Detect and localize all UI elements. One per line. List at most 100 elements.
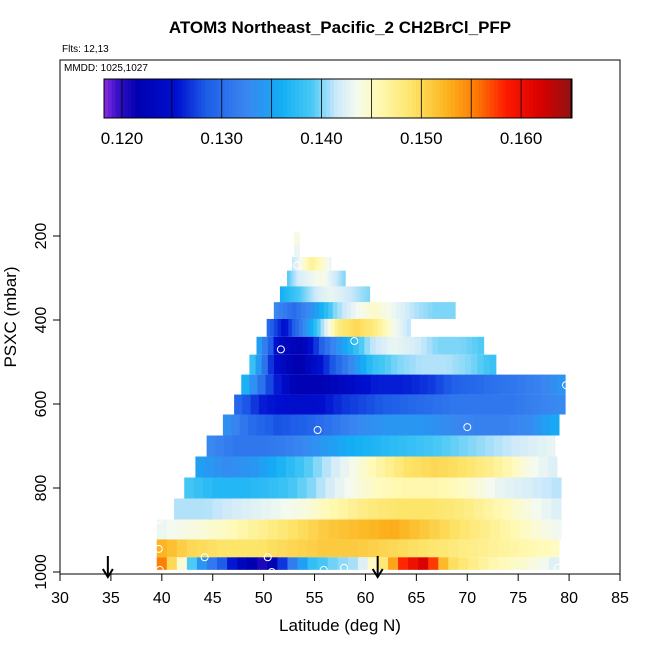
heatmap-cell [511,435,521,457]
heatmap-cell [337,539,349,558]
heatmap-cell [416,414,426,436]
colorbar-swatch [509,79,514,118]
heatmap-cell [396,498,407,520]
x-tick-label: 70 [458,590,476,607]
heatmap-cell [357,557,369,570]
colorbar-swatch [111,79,117,118]
heatmap-cell [305,374,315,395]
heatmap-cell [458,557,470,570]
heatmap-cell [477,354,485,375]
heatmap-cell [363,435,373,457]
heatmap-cell [330,374,339,395]
heatmap-cell [372,354,380,375]
heatmap-cell [347,539,359,558]
heatmap-cell [299,498,311,520]
heatmap-cell [324,270,327,287]
heatmap-cell [323,270,326,287]
plot-frame [59,59,621,575]
heatmap-cell [156,557,168,570]
heatmap-cell [347,286,350,303]
heatmap-cell [416,394,425,415]
heatmap-cell [196,557,208,570]
colorbar-swatch [189,79,195,118]
heatmap-cell [337,302,343,319]
heatmap-cell [257,557,268,570]
heatmap-cell [520,435,530,457]
heatmap-cell [308,394,318,415]
heatmap-cell [367,557,379,570]
heatmap-cell [382,477,393,499]
heatmap-cell [297,270,300,287]
heatmap-cell [270,498,282,520]
sample-point [313,426,322,434]
heatmap-cell [302,318,307,337]
heatmap-cell [491,414,501,436]
colorbar-swatch [135,79,140,118]
colorbar-swatch [548,79,553,118]
heatmap-cell [455,336,462,355]
heatmap-cell [358,286,362,303]
heatmap-band-420 [266,318,411,337]
heatmap-cell [550,519,562,540]
heatmap-cell [403,456,413,478]
heatmap-cell [332,414,342,436]
heatmap-cell [459,435,469,457]
colorbar-swatch [416,79,421,118]
heatmap-cell [357,498,369,520]
colorbar-swatch [365,79,370,118]
colorbar-swatch [380,79,386,118]
heatmap-cell [338,318,343,337]
heatmap-cell [268,477,279,499]
heatmap-cell [305,257,308,271]
heatmap-cell [354,374,364,395]
heatmap-cell [281,318,286,337]
heatmap-cell [313,318,318,337]
heatmap-cell [520,519,532,540]
heatmap-cell [374,318,379,337]
heatmap-cell [525,414,535,436]
heatmap-cell [334,477,345,499]
heatmap-cell [240,456,251,478]
heatmap-cell [485,477,496,499]
colorbar-swatch [505,79,511,118]
heatmap-cell [247,557,258,570]
heatmap-cell [353,477,364,499]
heatmap-cell [207,519,218,540]
heatmap-cell [391,302,397,319]
colorbar-swatch [544,79,550,118]
heatmap-cell [370,374,380,395]
heatmap-cell [372,435,382,457]
heatmap-cell [327,270,330,287]
heatmap-cell [415,435,425,457]
sample-point [319,565,328,574]
heatmap-cell [448,557,459,570]
heatmap-cell [338,498,349,520]
heatmap-cell [347,354,355,375]
heatmap-cell [540,519,552,540]
colorbar-swatch [330,79,335,118]
heatmap-cell [321,270,324,287]
heatmap-cell [319,302,325,319]
colorbar-swatch [392,79,397,118]
heatmap-cell [264,414,274,436]
heatmap-cell [556,394,566,415]
heatmap-cell [329,286,333,303]
heatmap-cell [451,374,461,395]
heatmap-cell [295,286,299,303]
heatmap-cell [380,435,391,457]
latitude-arrow [102,556,114,579]
heatmap-cell [312,257,315,271]
heatmap-cell [441,414,451,436]
heatmap-cell [548,557,560,570]
heatmap-cell [412,456,422,478]
y-axis-label: PSXC (mbar) [1,266,20,367]
heatmap-cell [323,257,325,271]
colorbar-swatch [400,79,405,118]
heatmap-cell [551,498,562,520]
heatmap-cell [320,257,322,271]
colorbar-swatch [384,79,390,118]
heatmap-cell [443,374,453,395]
heatmap-cell [460,336,468,355]
heatmap-band-650 [222,414,560,436]
heatmap-cell [384,354,392,375]
